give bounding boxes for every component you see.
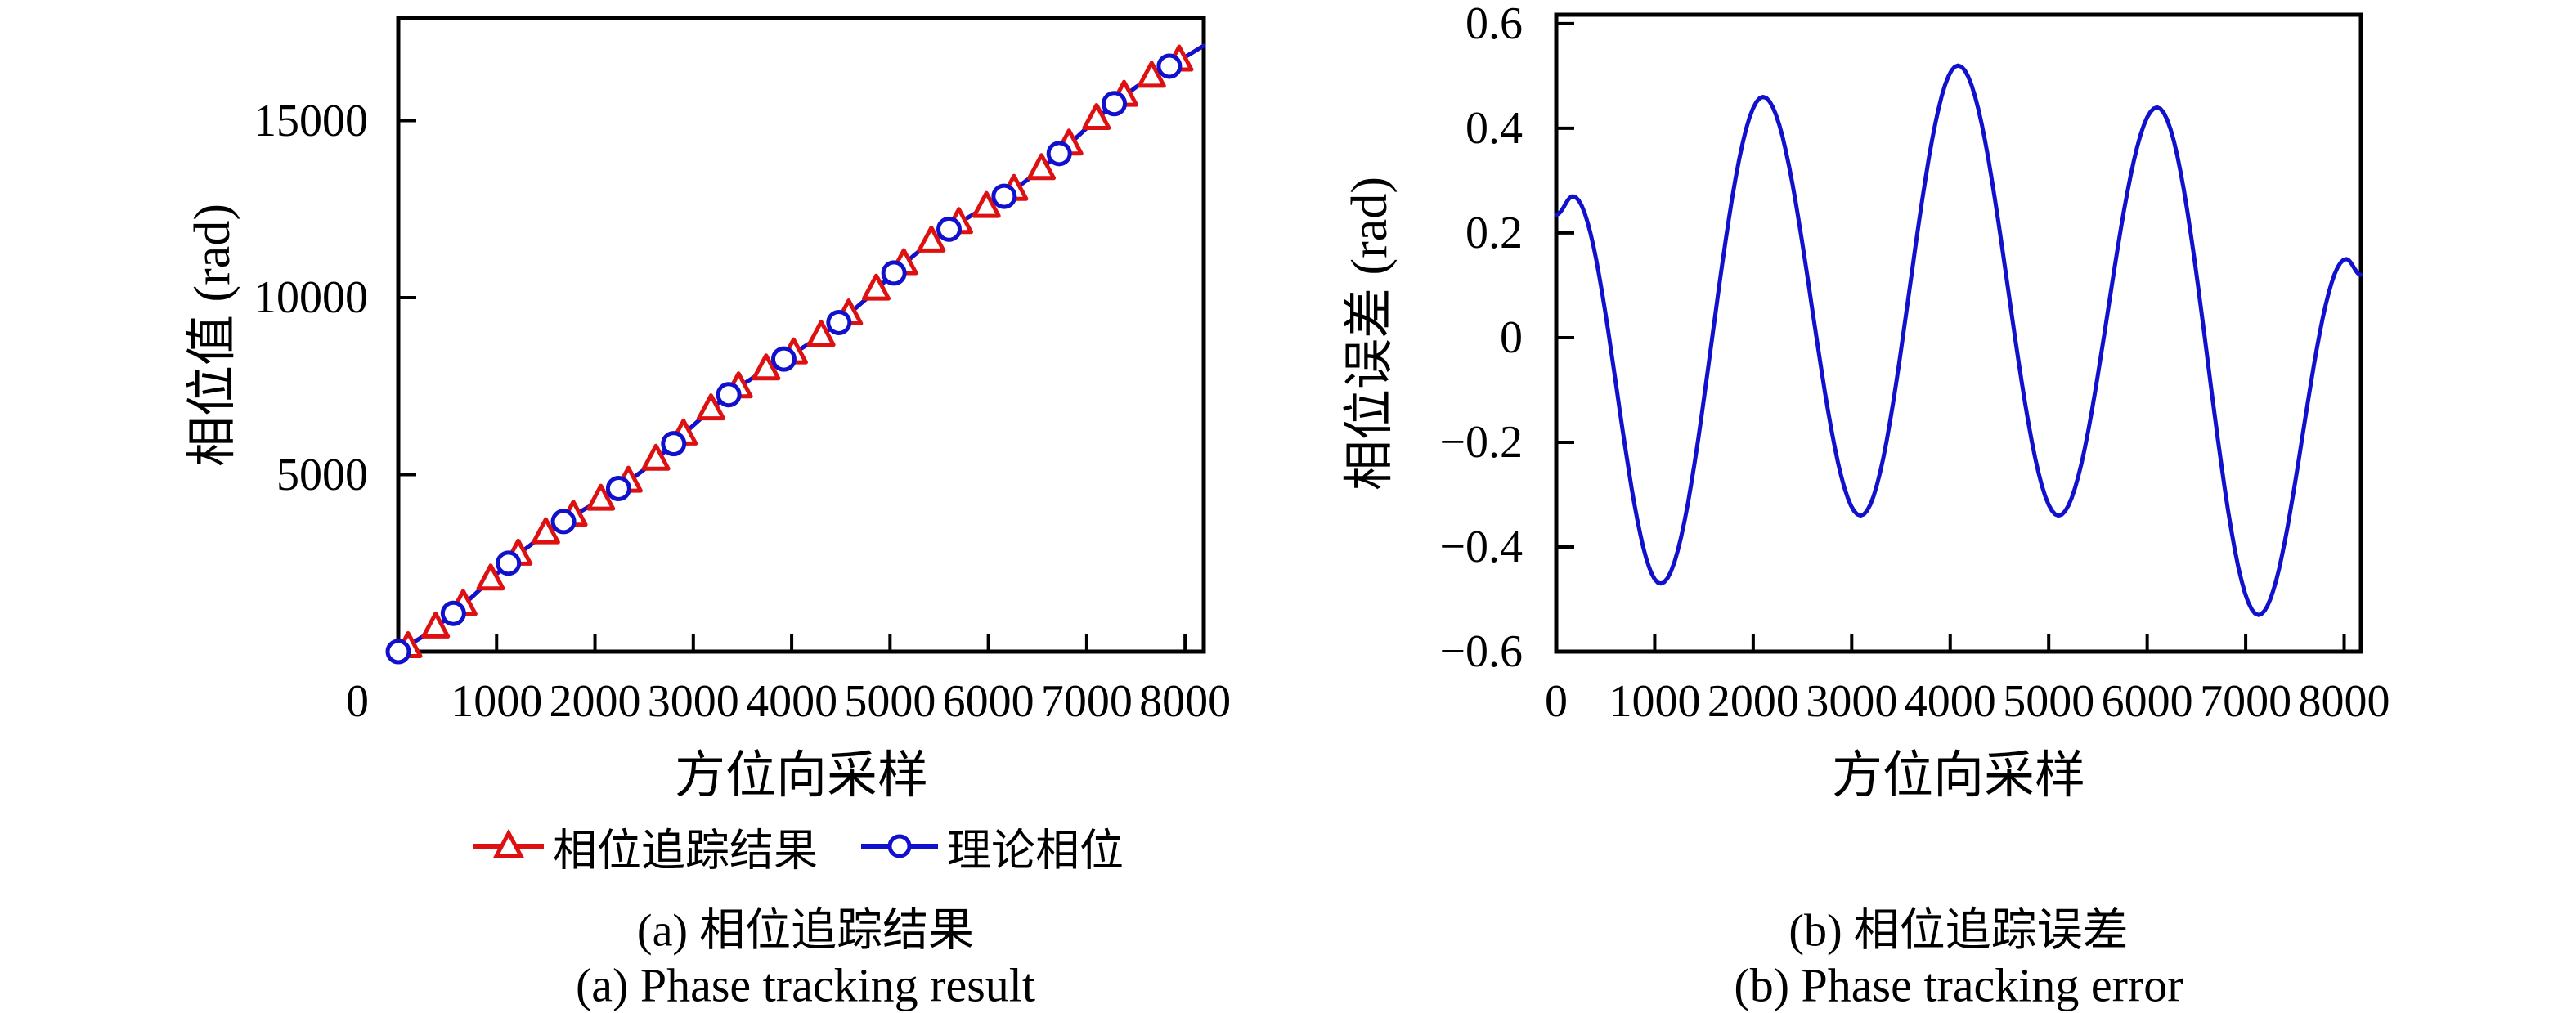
left-plot-x-tick-label: 5000 — [844, 676, 936, 727]
left-plot-x-tick-label: 0 — [346, 676, 369, 727]
legend-label-tracking: 相位追踪结果 — [553, 826, 818, 876]
legend-triangle-marker-icon — [473, 828, 544, 858]
legend-circle-marker-icon — [861, 834, 938, 858]
left-plot-x-tick-label: 6000 — [942, 676, 1034, 727]
left-caption-cn: (a) 相位追踪结果 — [636, 905, 975, 957]
right-caption-en: (b) Phase tracking error — [1734, 958, 2183, 1012]
right-plot-x-tick-label: 4000 — [1904, 676, 1996, 727]
left-caption-en: (a) Phase tracking result — [575, 958, 1036, 1012]
right-plot-x-tick-label: 3000 — [1806, 676, 1898, 727]
right-plot-y-tick-label: −0.4 — [1439, 521, 1523, 572]
right-plot-y-tick-label: 0.6 — [1465, 0, 1523, 49]
right-plot-y-tick-label: −0.2 — [1439, 416, 1523, 468]
left-plot-x-tick-label: 2000 — [549, 676, 641, 727]
left-y-axis-label: 相位值 (rad) — [185, 204, 240, 467]
left-plot-y-tick-label: 15000 — [254, 95, 368, 146]
right-y-axis-label: 相位误差 (rad) — [1342, 177, 1398, 491]
right-plot-y-tick-label: 0 — [1500, 312, 1523, 363]
right-plot-x-tick-label: 6000 — [2101, 676, 2193, 727]
legend-label-theory: 理论相位 — [947, 826, 1124, 876]
right-x-axis-label: 方位向采样 — [1831, 748, 2086, 804]
left-plot-y-tick-label: 10000 — [254, 272, 368, 324]
right-plot-x-tick-label: 0 — [1545, 676, 1568, 727]
left-plot-x-tick-label: 3000 — [647, 676, 739, 727]
right-caption-cn: (b) 相位追踪误差 — [1788, 905, 2129, 957]
left-plot-x-tick-label: 8000 — [1139, 676, 1232, 727]
right-plot-x-tick-label: 7000 — [2200, 676, 2292, 727]
right-plot-x-tick-label: 5000 — [2003, 676, 2095, 727]
left-plot-x-tick-label: 7000 — [1040, 676, 1133, 727]
right-plot-x-tick-label: 8000 — [2298, 676, 2390, 727]
left-x-axis-label: 方位向采样 — [674, 748, 929, 804]
right-plot-y-tick-label: 0.2 — [1465, 207, 1523, 258]
right-plot-x-tick-label: 1000 — [1609, 676, 1701, 727]
right-plot-x-tick-label: 2000 — [1707, 676, 1799, 727]
right-plot-y-tick-label: −0.6 — [1439, 626, 1523, 677]
left-plot-x-tick-label: 4000 — [746, 676, 838, 727]
left-plot-y-tick-label: 5000 — [276, 449, 368, 500]
left-plot-x-tick-label: 1000 — [451, 676, 543, 727]
right-plot-y-tick-label: 0.4 — [1465, 102, 1523, 154]
